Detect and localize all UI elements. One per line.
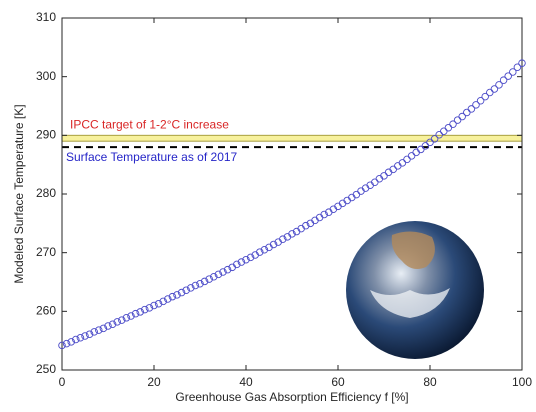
x-tick-label: 60: [331, 375, 345, 389]
y-tick-label: 310: [36, 10, 56, 24]
data-point: [464, 109, 471, 116]
data-point: [422, 143, 429, 150]
y-tick-label: 250: [36, 362, 56, 376]
y-tick-label: 290: [36, 128, 56, 142]
earth-image: [346, 221, 484, 359]
target-band: [62, 135, 522, 141]
x-axis-label: Greenhouse Gas Absorption Efficiency f […: [175, 390, 408, 404]
x-tick-label: 0: [59, 375, 66, 389]
data-point: [487, 89, 494, 96]
x-tick-label: 40: [239, 375, 253, 389]
x-tick-label: 20: [147, 375, 161, 389]
data-point: [441, 128, 448, 135]
chart: Greenhouse Gas Absorption Efficiency f […: [0, 0, 536, 412]
y-tick-label: 280: [36, 186, 56, 200]
y-axis-label: Modeled Surface Temperature [K]: [12, 104, 26, 283]
x-tick-label: 100: [512, 375, 532, 389]
x-tick-label: 80: [423, 375, 437, 389]
data-point: [445, 124, 452, 131]
band-label: IPCC target of 1-2°C increase: [70, 118, 229, 132]
y-tick-label: 300: [36, 69, 56, 83]
y-tick-label: 270: [36, 245, 56, 259]
data-point: [454, 117, 461, 124]
data-point: [408, 153, 415, 160]
reference-label: Surface Temperature as of 2017: [66, 150, 238, 164]
y-tick-label: 260: [36, 304, 56, 318]
data-point: [404, 156, 411, 163]
